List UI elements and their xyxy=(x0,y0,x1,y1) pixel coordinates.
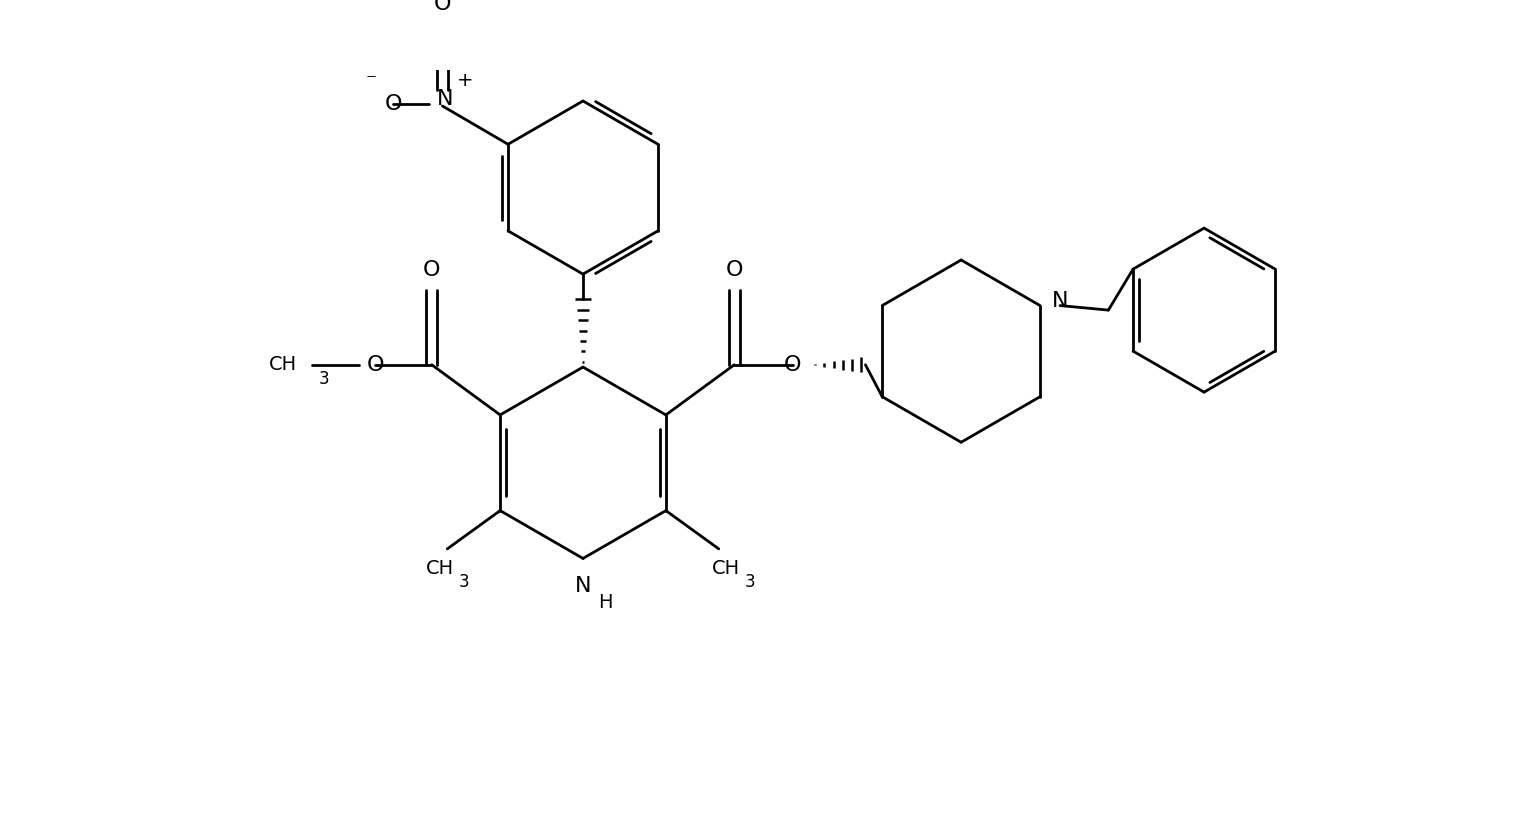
Text: CH: CH xyxy=(269,355,296,375)
Text: H: H xyxy=(599,593,613,612)
Text: N: N xyxy=(574,576,591,596)
Text: O: O xyxy=(725,260,743,280)
Text: N: N xyxy=(436,89,453,109)
Text: O: O xyxy=(433,0,452,14)
Text: O: O xyxy=(367,354,384,375)
Text: 3: 3 xyxy=(458,573,468,591)
Text: 3: 3 xyxy=(745,573,756,591)
Text: O: O xyxy=(783,354,802,375)
Text: O: O xyxy=(384,94,402,115)
Text: CH: CH xyxy=(713,559,740,579)
Text: +: + xyxy=(456,71,473,90)
Text: 3: 3 xyxy=(319,370,329,389)
Text: O: O xyxy=(422,260,441,280)
Text: ⁻: ⁻ xyxy=(366,71,376,91)
Text: CH: CH xyxy=(425,559,455,579)
Text: N: N xyxy=(1052,291,1069,311)
